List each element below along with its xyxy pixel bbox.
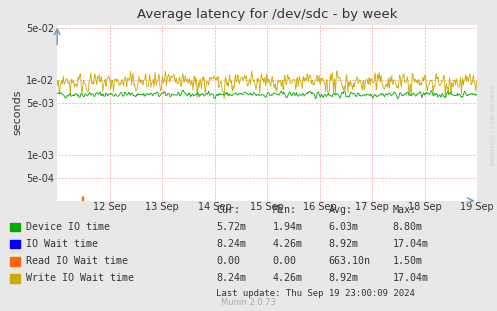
Text: 8.80m: 8.80m [393,222,422,232]
Y-axis label: seconds: seconds [12,90,22,136]
Text: 4.26m: 4.26m [272,273,302,283]
Text: 4.26m: 4.26m [272,239,302,249]
Text: IO Wait time: IO Wait time [26,239,98,249]
Text: 0.00: 0.00 [272,256,296,266]
Text: 8.24m: 8.24m [216,239,246,249]
Text: 1.50m: 1.50m [393,256,422,266]
Text: Read IO Wait time: Read IO Wait time [26,256,128,266]
Title: Average latency for /dev/sdc - by week: Average latency for /dev/sdc - by week [137,8,398,21]
Text: 8.24m: 8.24m [216,273,246,283]
Text: Write IO Wait time: Write IO Wait time [26,273,134,283]
Text: Min:: Min: [272,205,296,215]
Text: 17.04m: 17.04m [393,239,428,249]
Text: 663.10n: 663.10n [329,256,371,266]
Text: 17.04m: 17.04m [393,273,428,283]
Text: Max:: Max: [393,205,416,215]
Text: 8.92m: 8.92m [329,273,358,283]
Text: Cur:: Cur: [216,205,240,215]
Text: 6.03m: 6.03m [329,222,358,232]
Text: Avg:: Avg: [329,205,352,215]
Text: 5.72m: 5.72m [216,222,246,232]
Text: Last update: Thu Sep 19 23:00:09 2024: Last update: Thu Sep 19 23:00:09 2024 [216,290,415,298]
Text: Munin 2.0.73: Munin 2.0.73 [221,298,276,307]
Text: 0.00: 0.00 [216,256,240,266]
Text: RRDTOOL / TOBI OETIKER: RRDTOOL / TOBI OETIKER [491,84,496,165]
Text: 1.94m: 1.94m [272,222,302,232]
Text: 8.92m: 8.92m [329,239,358,249]
Text: Device IO time: Device IO time [26,222,110,232]
